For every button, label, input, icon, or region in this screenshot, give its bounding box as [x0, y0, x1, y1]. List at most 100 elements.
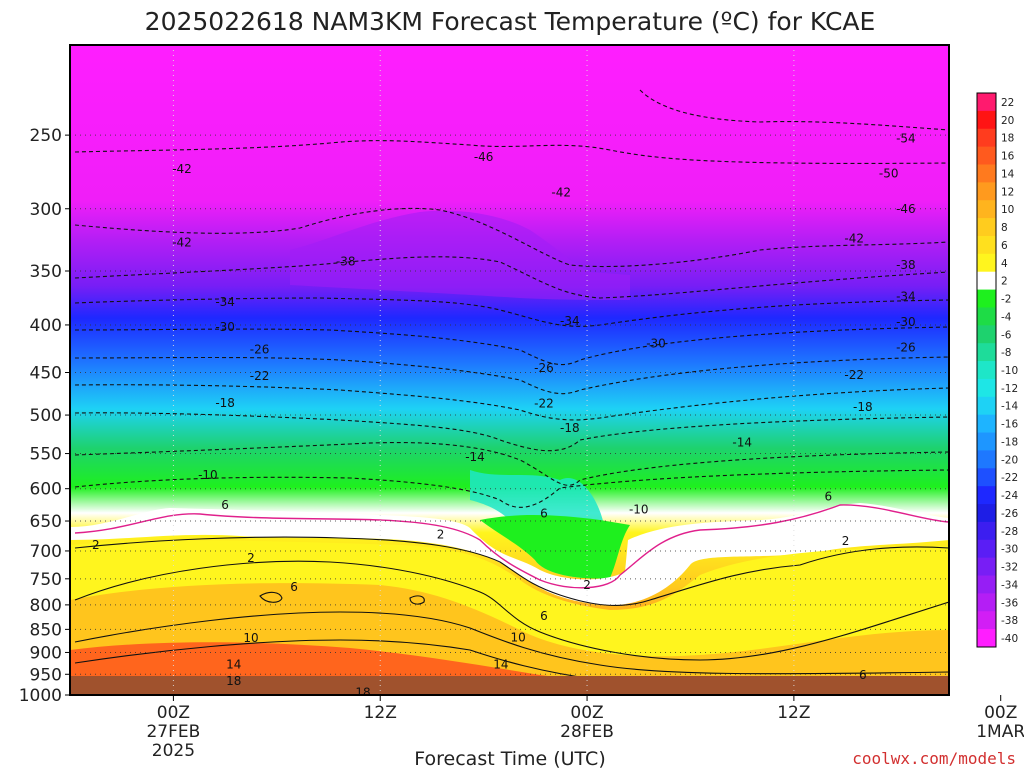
colorbar-swatch	[977, 486, 996, 505]
colorbar-swatch	[977, 361, 996, 380]
colorbar-swatch	[977, 432, 996, 451]
contour-label: -26	[534, 361, 554, 375]
colorbar-swatch	[977, 253, 996, 273]
colorbar-label: 8	[1001, 222, 1008, 234]
colorbar-label: -18	[1001, 436, 1018, 448]
contour-label: -42	[844, 232, 864, 246]
x-tick-label: 12Z	[777, 703, 810, 723]
contour-label: -14	[732, 435, 752, 449]
colorbar-swatch	[977, 200, 996, 219]
contour-label: -54	[896, 131, 916, 145]
contour-label: 10	[510, 630, 525, 644]
y-tick-label: 1000	[19, 686, 62, 706]
colorbar-label: -30	[1001, 544, 1018, 556]
colorbar-swatch	[977, 128, 996, 148]
contour-label: 6	[859, 668, 867, 682]
colorbar-label: 12	[1001, 186, 1014, 198]
colorbar-label: -40	[1001, 633, 1018, 645]
y-tick-label: 800	[30, 596, 62, 616]
isotherm-contours	[74, 89, 949, 692]
isotherm-line	[74, 442, 949, 486]
colorbar-label: -10	[1001, 365, 1018, 377]
colorbar-swatch	[977, 289, 996, 308]
contour-label: -10	[198, 468, 218, 482]
y-tick-label: 400	[30, 316, 62, 336]
isotherm-line	[74, 560, 949, 661]
contour-label: -50	[879, 167, 899, 181]
colorbar-swatch	[977, 378, 996, 398]
x-tick-label: 28FEB	[560, 722, 614, 742]
y-axis: 250 300 350 400 450 500 550 600 650 700 750 800 850 9…	[19, 126, 70, 706]
isotherm-line	[74, 297, 949, 327]
x-tick-label: 12Z	[364, 703, 397, 723]
x-tick-label: 2025	[152, 741, 195, 761]
colorbar-swatch	[977, 504, 996, 523]
y-tick-label: 450	[30, 364, 62, 384]
contour-label: 18	[226, 674, 241, 688]
colorbar-swatch	[977, 557, 996, 576]
colorbar-label: 16	[1001, 151, 1015, 163]
colorbar-swatch	[977, 468, 996, 487]
colorbar-swatch	[977, 325, 996, 344]
y-tick-label: 850	[30, 620, 62, 640]
isotherm-line	[74, 140, 949, 164]
chart-title: 2025022618 NAM3KM Forecast Temperature (…	[145, 7, 876, 36]
contour-labels: -42 -46 -42 -54 -50 -46 -42 -42 -38 -38 -34 -34 -34 -…	[92, 131, 916, 700]
contour-label: -22	[534, 397, 554, 411]
colorbar-label: -26	[1001, 508, 1018, 520]
contour-label: -26	[250, 342, 270, 356]
contour-label: 14	[493, 657, 508, 671]
colorbar-label: -2	[1001, 294, 1011, 306]
contour-label: -34	[215, 295, 235, 309]
plot-frame	[69, 44, 950, 696]
contour-label: -30	[896, 315, 916, 329]
isotherm-line	[74, 256, 949, 299]
x-axis-label: Forecast Time (UTC)	[414, 748, 605, 768]
colorbar-swatch	[977, 629, 996, 648]
isotherm-line	[74, 384, 949, 421]
contour-label: 6	[290, 580, 298, 594]
colorbar-swatch	[977, 611, 996, 630]
colorbar-swatch	[977, 450, 996, 469]
contour-label: -30	[215, 320, 235, 334]
contour-label: -34	[896, 290, 916, 304]
isotherm-line	[259, 591, 283, 603]
contour-label: 18	[355, 686, 370, 700]
contour-label: -46	[474, 150, 494, 164]
x-tick-label: 27FEB	[146, 722, 200, 742]
colorbar-label: 2	[1001, 276, 1008, 288]
isotherm-line	[74, 536, 949, 606]
colorbar-frame	[976, 92, 997, 648]
contour-label: -22	[844, 368, 864, 382]
colorbar-label: -16	[1001, 419, 1018, 431]
contour-label: 2	[92, 538, 100, 552]
contour-label: 2	[842, 534, 850, 548]
colorbar-label: 22	[1001, 97, 1014, 109]
y-tick-label: 650	[30, 512, 62, 532]
contour-label: 6	[221, 498, 229, 512]
contour-label: -42	[172, 235, 192, 249]
contour-label: -10	[629, 503, 649, 517]
colorbar-swatch	[977, 414, 996, 433]
contour-label: 10	[243, 631, 258, 645]
colorbar-swatch	[977, 539, 996, 559]
colorbar-swatch	[977, 593, 996, 612]
ground-surface	[70, 676, 949, 695]
isotherm-line	[74, 611, 949, 675]
y-tick-label: 950	[30, 665, 62, 685]
colorbar-swatch	[977, 271, 996, 290]
contour-label: 14	[226, 657, 241, 671]
contour-label: 6	[540, 609, 548, 623]
x-tick-label: 00Z	[984, 703, 1017, 723]
contour-label: -42	[172, 162, 192, 176]
colorbar-label: 20	[1001, 115, 1014, 127]
cold-aloft-region	[290, 210, 630, 300]
y-tick-label: 550	[30, 445, 62, 465]
colorbar-label: -20	[1001, 454, 1018, 466]
colorbar-swatch	[977, 146, 996, 165]
isotherm-line	[74, 469, 949, 508]
colorbar-swatch	[977, 218, 996, 237]
isotherm-line	[74, 356, 949, 395]
colorbar-label: -32	[1001, 562, 1018, 574]
contour-label: -34	[560, 314, 580, 328]
